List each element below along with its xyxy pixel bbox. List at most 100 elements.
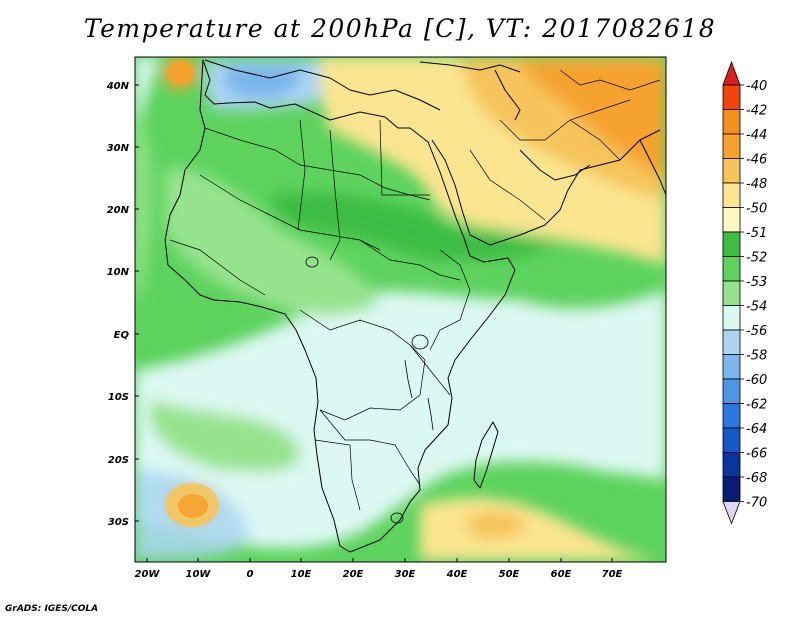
- red-sea-coast-arabia: [431, 129, 661, 246]
- y-tick-label: 20S: [108, 455, 129, 466]
- x-axis: 20W 10W 0 10E 20E 30E 40E 50E 60E 70E: [135, 558, 623, 580]
- border-asia: [559, 69, 661, 91]
- colorbar-label: -62: [746, 398, 767, 413]
- x-tick-label: 50E: [499, 569, 520, 580]
- colorbar-swatch: [722, 256, 741, 282]
- colorbar-swatch: [722, 109, 741, 135]
- colorbar-swatch: [722, 133, 741, 159]
- border-libya-egypt: [379, 119, 430, 196]
- border-namibia: [314, 439, 361, 511]
- colorbar-swatch: [722, 84, 741, 110]
- mediterranean-north-coast: [204, 59, 441, 111]
- x-tick-label: 70E: [602, 569, 623, 580]
- lakes: [305, 256, 434, 524]
- lake-victoria: [411, 334, 429, 350]
- colorbar-label: -53: [746, 275, 767, 290]
- temperature-field: [135, 57, 666, 562]
- colorbar-swatch: [722, 329, 741, 355]
- colorbar-label: -46: [746, 153, 767, 168]
- colorbar-label: -68: [746, 471, 767, 486]
- y-tick-label: 40N: [106, 81, 130, 92]
- y-axis: 40N 30N 20N 10N EQ 10S 20S 30S: [106, 81, 139, 528]
- border-southern: [319, 409, 421, 486]
- colorbar-label: -56: [746, 324, 767, 339]
- caspian-sea: [494, 69, 521, 121]
- field-pale-ocean-south: [135, 290, 666, 549]
- colorbar-swatch: [722, 280, 741, 306]
- colorbar-label: -54: [746, 300, 767, 315]
- field-light-ocean-northwest: [135, 110, 151, 300]
- colorbar-label: -44: [746, 128, 767, 143]
- field-dark-green-sahel: [270, 191, 454, 261]
- border-east: [329, 129, 341, 261]
- lake-tanganyika: [404, 359, 413, 399]
- y-tick-label: 10S: [108, 392, 129, 403]
- y-tick-label: EQ: [114, 330, 130, 341]
- border-kenya-tanzania: [409, 344, 451, 396]
- x-tick-label: 60E: [551, 569, 572, 580]
- colorbar-label: -70: [746, 496, 767, 511]
- coastlines: [164, 59, 666, 553]
- x-tick-label: 20W: [135, 569, 161, 580]
- colorbar: -40 -42 -44 -46 -48 -50 -51 -52 -53 -54 -56 -58 -60 -…: [722, 60, 767, 525]
- x-tick-label: 30E: [395, 569, 416, 580]
- colorbar-swatch: [722, 182, 741, 208]
- field-pale-ocean-northwest: [135, 57, 160, 130]
- border-sudan: [359, 239, 461, 281]
- field-pale-southeast: [560, 420, 666, 475]
- map-title: Temperature at 200hPa [C], VT: 201708261…: [83, 14, 717, 43]
- colorbar-label: -60: [746, 373, 767, 388]
- x-tick-label: 20E: [343, 569, 364, 580]
- colorbar-label: -40: [746, 79, 767, 94]
- colorbar-label: -58: [746, 349, 767, 364]
- x-tick-label: 10W: [186, 569, 212, 580]
- colorbar-swatch: [722, 305, 741, 331]
- colorbar-swatch: [722, 452, 741, 478]
- y-tick-label: 10N: [107, 267, 130, 278]
- colorbar-label: -52: [746, 251, 767, 266]
- colorbar-swatch: [722, 158, 741, 184]
- colorbar-swatch: [722, 403, 741, 429]
- x-tick-label: 10E: [291, 569, 312, 580]
- x-tick-label: 40E: [446, 569, 468, 580]
- y-tick-label: 20N: [107, 205, 130, 216]
- colorbar-label: -42: [746, 104, 767, 119]
- country-borders: [169, 69, 661, 511]
- border-iran: [569, 119, 621, 161]
- map-frame: [134, 56, 667, 563]
- field-light-green-south-ocean: [150, 400, 300, 472]
- field-mid-blue-core: [225, 65, 302, 99]
- border-drc: [299, 309, 426, 421]
- colorbar-label: -66: [746, 447, 767, 462]
- field-warm-blob-core-crisp: [178, 494, 208, 518]
- colorbar-label: -64: [746, 422, 767, 437]
- colorbar-swatch: [722, 207, 741, 233]
- border-arabia-2: [499, 99, 631, 141]
- colorbar-top-arrow: [722, 60, 741, 86]
- border-north-south: [297, 119, 306, 231]
- y-tick-label: 30N: [107, 143, 130, 154]
- colorbar-swatch: [722, 476, 741, 502]
- madagascar-coastline: [473, 421, 499, 489]
- field-orange-southeast-core: [465, 511, 525, 539]
- lake-malawi: [427, 397, 434, 431]
- field-nw-blob-crisp: [168, 61, 194, 85]
- colorbar-label: -51: [746, 226, 767, 241]
- field-light-green-north-africa: [165, 168, 380, 315]
- x-tick-label: 0: [247, 569, 254, 580]
- lake-sa: [390, 512, 404, 524]
- border-westafrica: [169, 239, 266, 296]
- credit-text: GrADS: IGES/COLA: [5, 604, 99, 614]
- border-sahara: [204, 127, 431, 201]
- colorbar-swatch: [722, 231, 741, 257]
- colorbar-swatch: [722, 378, 741, 404]
- india-coast: [639, 139, 666, 196]
- border-horn: [429, 249, 471, 351]
- africa-coastline: [164, 59, 516, 553]
- lake-chad: [305, 256, 319, 268]
- colorbar-swatch: [722, 427, 741, 453]
- colorbar-swatch: [722, 354, 741, 380]
- border-arabia-1: [469, 149, 546, 221]
- black-sea: [419, 61, 521, 73]
